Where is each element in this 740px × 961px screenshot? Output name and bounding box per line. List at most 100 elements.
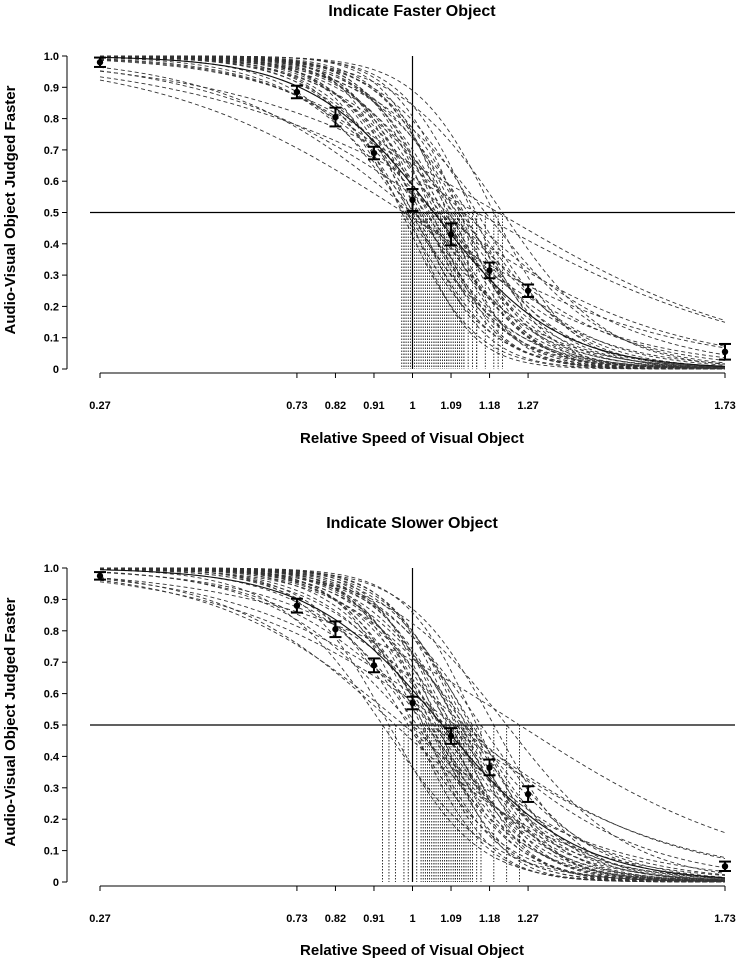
y-tick-label: 0.4 xyxy=(44,751,60,763)
mean-data-point xyxy=(721,348,729,355)
mean-data-point xyxy=(447,732,455,740)
mean-fit-curve xyxy=(99,56,726,367)
y-tick-label: 0.4 xyxy=(44,239,60,251)
individual-fit-curve xyxy=(99,55,726,369)
plot-area: 0 0.1 0.2 0.3 0.4 0.5 0.6 0.7 0.8 0.9 1.0 0.27 0.73 0… xyxy=(44,563,736,925)
mean-data-point xyxy=(293,88,301,96)
mean-data-point xyxy=(293,602,301,609)
y-tick-label: 1.0 xyxy=(44,51,59,63)
individual-fit-curve xyxy=(100,55,726,369)
mean-data-point xyxy=(96,572,104,580)
individual-fit-curve xyxy=(99,567,725,883)
individual-fit-curve xyxy=(99,568,726,878)
individual-fit-curve xyxy=(99,59,726,361)
x-tick-label: 0.73 xyxy=(286,913,307,925)
y-tick-label: 1.0 xyxy=(44,563,59,575)
y-tick-label: 0.7 xyxy=(44,145,59,157)
individual-fit-curve xyxy=(99,55,726,365)
individual-fit-curve xyxy=(99,567,726,882)
chart-title: Indicate Faster Object xyxy=(328,3,496,20)
x-axis-label: Relative Speed of Visual Object xyxy=(300,942,524,959)
x-tick-label: 0.73 xyxy=(286,400,307,412)
mean-data-point xyxy=(370,662,378,669)
individual-fit-curve xyxy=(99,79,726,349)
x-tick-label: 0.91 xyxy=(363,400,384,412)
individual-fit-curve xyxy=(100,567,726,883)
individual-fit-curve xyxy=(99,55,726,368)
x-tick-label: 0.91 xyxy=(363,913,384,925)
y-axis-label: Audio-Visual Object Judged Faster xyxy=(2,85,19,334)
x-tick-label: 0.82 xyxy=(325,400,346,412)
x-tick-label: 0.27 xyxy=(89,913,110,925)
x-tick-label: 1.18 xyxy=(479,400,500,412)
individual-fit-curve xyxy=(100,55,726,370)
individual-fit-curve xyxy=(100,567,726,883)
individual-fit-curve xyxy=(99,59,726,356)
individual-fit-curve xyxy=(99,70,726,321)
x-tick-label: 1 xyxy=(409,400,415,412)
x-tick-label: 0.82 xyxy=(325,913,346,925)
individual-fit-curve xyxy=(99,55,726,367)
x-axis-label: Relative Speed of Visual Object xyxy=(300,430,524,447)
individual-fit-curve xyxy=(99,567,726,881)
individual-fit-curve xyxy=(100,55,726,370)
mean-fit-curve xyxy=(99,569,726,879)
individual-fit-curve xyxy=(99,567,726,883)
y-tick-label: 0.9 xyxy=(44,594,59,606)
y-tick-label: 0.8 xyxy=(44,114,59,126)
mean-data-point xyxy=(486,764,493,771)
x-tick-label: 1.09 xyxy=(440,400,461,412)
mean-data-point xyxy=(524,790,532,798)
individual-fit-curve xyxy=(99,70,726,347)
y-tick-label: 0.5 xyxy=(44,208,59,220)
x-tick-label: 1 xyxy=(409,913,415,925)
individual-fit-curve xyxy=(99,56,726,368)
x-tick-label: 1.09 xyxy=(440,913,461,925)
individual-fit-curve xyxy=(99,578,726,860)
y-tick-label: 0.8 xyxy=(44,626,59,638)
individual-fit-curve xyxy=(100,55,726,370)
plot-area: 0 0.1 0.2 0.3 0.4 0.5 0.6 0.7 0.8 0.9 1.0 0.27 0.73 0… xyxy=(44,51,736,412)
x-tick-label: 1.18 xyxy=(479,913,500,925)
panel-indicate-slower: Indicate Slower Object Relative Speed of… xyxy=(2,515,736,959)
individual-fit-curve xyxy=(99,567,726,874)
y-tick-label: 0 xyxy=(53,364,59,376)
y-tick-label: 0 xyxy=(53,877,59,889)
chart-title: Indicate Slower Object xyxy=(326,515,498,532)
y-tick-label: 0.5 xyxy=(44,720,59,732)
mean-data-point xyxy=(96,59,104,66)
mean-data-point xyxy=(447,231,455,238)
y-tick-label: 0.7 xyxy=(44,657,59,669)
y-tick-label: 0.3 xyxy=(44,783,59,795)
individual-fit-curve xyxy=(99,567,726,882)
mean-data-point xyxy=(409,196,416,204)
y-axis-label: Audio-Visual Object Judged Faster xyxy=(2,597,19,846)
individual-fit-curve xyxy=(99,55,726,369)
individual-fit-curve xyxy=(99,567,726,882)
individual-fit-curve xyxy=(99,568,726,880)
x-tick-label: 1.27 xyxy=(517,400,538,412)
x-tick-label: 1.73 xyxy=(714,913,735,925)
individual-fit-curve xyxy=(99,571,726,869)
x-tick-label: 0.27 xyxy=(89,400,110,412)
individual-fit-curve xyxy=(100,567,726,883)
y-tick-label: 0.1 xyxy=(44,333,59,345)
y-tick-label: 0.9 xyxy=(44,82,59,94)
individual-fit-curve xyxy=(99,56,726,364)
mean-data-point xyxy=(332,626,339,633)
panel-indicate-faster: Indicate Faster Object Relative Speed of… xyxy=(2,3,736,447)
x-tick-label: 1.27 xyxy=(517,913,538,925)
x-tick-label: 1.73 xyxy=(714,400,735,412)
individual-fit-curve xyxy=(99,55,726,368)
individual-fit-curve xyxy=(99,76,726,323)
y-tick-label: 0.3 xyxy=(44,270,59,282)
y-tick-label: 0.1 xyxy=(44,846,59,858)
individual-fit-curve xyxy=(99,567,726,881)
mean-data-point xyxy=(486,267,493,274)
individual-fit-curve xyxy=(99,571,726,876)
mean-data-point xyxy=(370,149,378,157)
y-tick-label: 0.2 xyxy=(44,301,59,313)
mean-data-point xyxy=(524,287,532,294)
individual-fit-curve xyxy=(99,577,726,876)
